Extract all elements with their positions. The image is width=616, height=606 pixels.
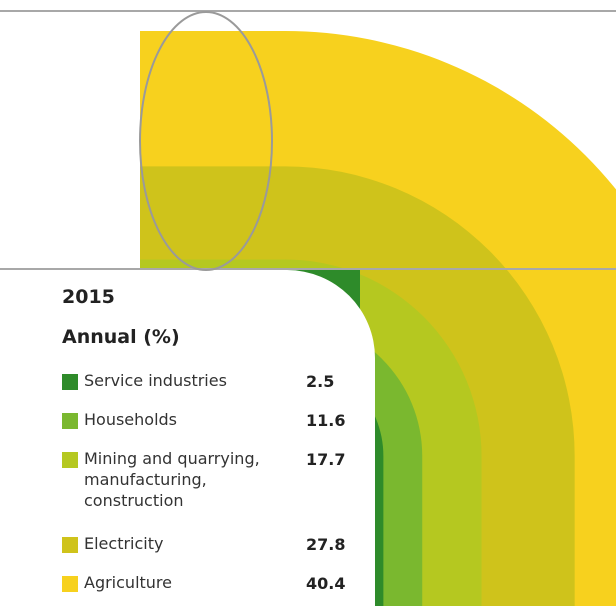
legend-subtitle: Annual (%) <box>62 326 180 348</box>
legend-label: Service industries <box>84 370 227 391</box>
legend-swatch <box>62 537 78 553</box>
legend-value: 40.4 <box>306 574 346 593</box>
legend-year: 2015 <box>62 286 115 308</box>
legend-swatch <box>62 413 78 429</box>
legend-value: 27.8 <box>306 535 346 554</box>
legend-label: Agriculture <box>84 572 172 593</box>
pipe-inner-cutout <box>0 270 375 606</box>
legend-label-line: Electricity <box>84 534 164 553</box>
legend-label-line: Service industries <box>84 371 227 390</box>
pipe-opening <box>139 11 273 271</box>
legend-label-line: Households <box>84 410 178 429</box>
legend-label-line: manufacturing, <box>84 470 207 489</box>
legend-value: 17.7 <box>306 450 346 469</box>
legend-swatch <box>62 374 78 390</box>
legend-label: Mining and quarrying, manufacturing, const… <box>84 448 260 511</box>
legend-label: Households <box>84 409 177 430</box>
legend-swatch <box>62 452 78 468</box>
legend-swatch <box>62 576 78 592</box>
legend-label-line: Mining and quarrying, <box>84 449 260 468</box>
legend-value: 11.6 <box>306 411 346 430</box>
legend-label-line: Agriculture <box>84 573 172 592</box>
legend-label: Electricity <box>84 533 163 554</box>
legend-label-line: construction <box>84 491 184 510</box>
legend-value: 2.5 <box>306 372 335 391</box>
